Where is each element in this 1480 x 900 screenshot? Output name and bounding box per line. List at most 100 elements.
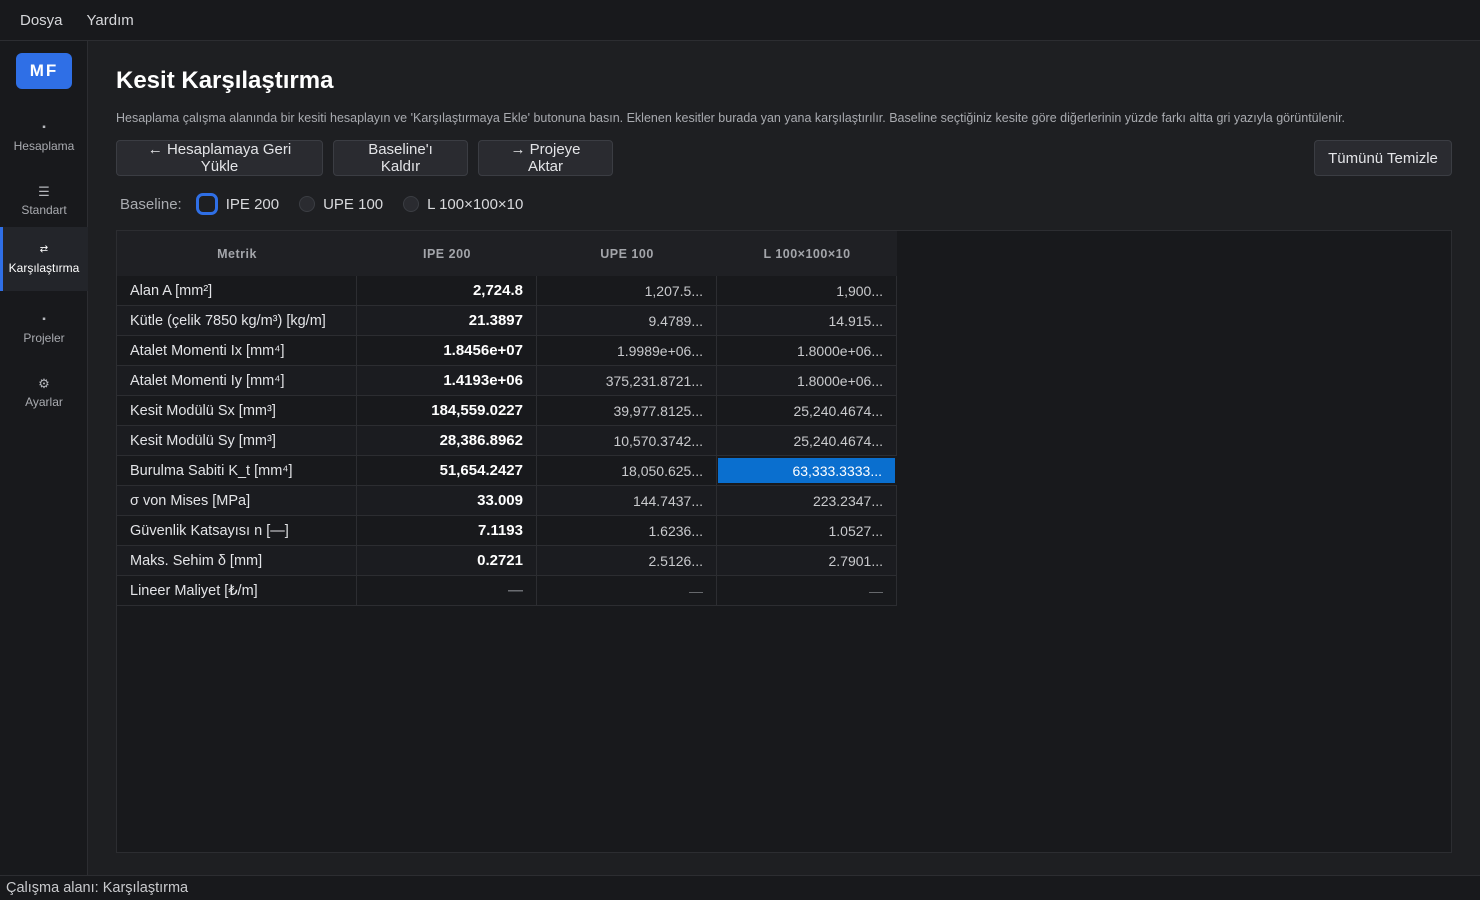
table-row[interactable]: Lineer Maliyet [₺/m] — — — (117, 576, 897, 606)
baseline-label: Baseline: (120, 195, 182, 213)
value-cell[interactable]: 1.8456e+07 (357, 336, 537, 365)
baseline-option-upe100[interactable]: UPE 100 (299, 196, 383, 213)
value-cell[interactable]: 51,654.2427 (357, 456, 537, 485)
value-cell[interactable]: 184,559.0227 (357, 396, 537, 425)
baseline-option-label: IPE 200 (225, 195, 280, 213)
table-body: Alan A [mm²] 2,724.8 1,207.5... 1,900... Küt… (117, 276, 897, 606)
table-row[interactable]: σ von Mises [MPa] 33.009 144.7437... 223.23… (117, 486, 897, 516)
metric-cell[interactable]: Güvenlik Katsayısı n [—] (117, 516, 357, 545)
value-cell[interactable]: 18,050.625... (537, 456, 717, 485)
table-row[interactable]: Atalet Momenti Ix [mm⁴] 1.8456e+07 1.9989e… (117, 336, 897, 366)
metric-cell[interactable]: σ von Mises [MPa] (117, 486, 357, 515)
export-project-button[interactable]: → Projeye Aktar (478, 140, 613, 176)
value-cell[interactable]: 375,231.8721... (537, 366, 717, 395)
value-cell[interactable]: 39,977.8125... (537, 396, 717, 425)
value-cell[interactable]: 1,207.5... (537, 276, 717, 305)
value-cell[interactable]: 25,240.4674... (717, 426, 897, 455)
projects-icon: ▪ (42, 314, 46, 325)
column-header-metric[interactable]: Metrik (217, 246, 257, 261)
column-header-upe100[interactable]: UPE 100 (600, 246, 654, 261)
remove-baseline-button[interactable]: Baseline'ı Kaldır (333, 140, 468, 176)
radio-checked-icon[interactable] (195, 193, 218, 215)
list-icon: ☰ (38, 184, 50, 199)
value-cell[interactable]: 1.8000e+06... (717, 366, 897, 395)
compare-icon: ⇄ (39, 244, 49, 255)
value-cell[interactable]: — (357, 576, 537, 605)
sidebar-item-projeler[interactable]: ▪ Projeler (0, 297, 88, 361)
value-cell[interactable]: 7.1193 (357, 516, 537, 545)
value-cell[interactable]: 1.8000e+06... (717, 336, 897, 365)
value-cell[interactable]: 1.0527... (717, 516, 897, 545)
menu-bar: Dosya Yardım (0, 0, 1480, 41)
value-cell[interactable]: 9.4789... (537, 306, 717, 335)
baseline-option-ipe200[interactable]: IPE 200 (195, 193, 280, 215)
table-header: Metrik IPE 200 UPE 100 L 100×100×10 (117, 231, 897, 276)
comparison-table: Metrik IPE 200 UPE 100 L 100×100×10 Alan… (116, 230, 1452, 853)
sidebar-item-label: Standart (21, 203, 67, 217)
table-row[interactable]: Atalet Momenti Iy [mm⁴] 1.4193e+06 375,231… (117, 366, 897, 396)
sidebar-item-hesaplama[interactable]: ▪ Hesaplama (0, 105, 88, 169)
sidebar-item-ayarlar[interactable]: ⚙ Ayarlar (0, 361, 88, 425)
value-cell[interactable]: 1.9989e+06... (537, 336, 717, 365)
value-cell[interactable]: 33.009 (357, 486, 537, 515)
page-description: Hesaplama çalışma alanında bir kesiti he… (116, 111, 1346, 125)
clear-all-button[interactable]: Tümünü Temizle (1314, 140, 1452, 176)
table-row[interactable]: Maks. Sehim δ [mm] 0.2721 2.5126... 2.7901.… (117, 546, 897, 576)
sidebar-item-karsilastirma[interactable]: ⇄ Karşılaştırma (0, 227, 88, 291)
value-cell[interactable]: — (717, 576, 897, 605)
value-cell[interactable]: 10,570.3742... (537, 426, 717, 455)
baseline-option-label: L 100×100×10 (427, 195, 524, 213)
value-cell[interactable]: 1,900... (717, 276, 897, 305)
value-cell[interactable]: 28,386.8962 (357, 426, 537, 455)
sidebar-item-label: Hesaplama (13, 139, 75, 153)
menu-dosya[interactable]: Dosya (20, 11, 63, 29)
calculator-icon: ▪ (42, 122, 46, 133)
value-cell[interactable]: 144.7437... (537, 486, 717, 515)
metric-cell[interactable]: Atalet Momenti Ix [mm⁴] (117, 336, 357, 365)
radio-icon[interactable] (299, 196, 316, 212)
gear-icon: ⚙ (38, 376, 50, 391)
main-content: Kesit Karşılaştırma Hesaplama çalışma al… (88, 41, 1480, 875)
baseline-selector: Baseline: IPE 200 UPE 100 L 100×100×10 (120, 191, 543, 217)
table-row[interactable]: Alan A [mm²] 2,724.8 1,207.5... 1,900... (117, 276, 897, 306)
value-cell[interactable]: 2.7901... (717, 546, 897, 575)
value-cell[interactable]: 1.6236... (537, 516, 717, 545)
table-row[interactable]: Kesit Modülü Sx [mm³] 184,559.0227 39,977.… (117, 396, 897, 426)
load-back-button[interactable]: ← Hesaplamaya Geri Yükle (116, 140, 323, 176)
value-cell[interactable]: 2.5126... (537, 546, 717, 575)
value-cell[interactable]: 1.4193e+06 (357, 366, 537, 395)
table-row[interactable]: Güvenlik Katsayısı n [—] 7.1193 1.6236... 1… (117, 516, 897, 546)
column-header-ipe200[interactable]: IPE 200 (423, 246, 471, 261)
metric-cell[interactable]: Kesit Modülü Sy [mm³] (117, 426, 357, 455)
metric-cell[interactable]: Alan A [mm²] (117, 276, 357, 305)
sidebar-item-label: Ayarlar (25, 395, 63, 409)
metric-cell[interactable]: Maks. Sehim δ [mm] (117, 546, 357, 575)
sidebar: MF ▪ Hesaplama ☰ Standart ⇄ Karşılaştırm… (0, 41, 88, 875)
value-cell[interactable]: 63,333.3333... (718, 458, 895, 483)
value-cell[interactable]: 2,724.8 (357, 276, 537, 305)
menu-yardim[interactable]: Yardım (86, 11, 134, 29)
metric-cell[interactable]: Burulma Sabiti K_t [mm⁴] (117, 456, 357, 485)
sidebar-item-label: Karşılaştırma (8, 261, 80, 275)
value-cell[interactable]: 223.2347... (717, 486, 897, 515)
value-cell[interactable]: 25,240.4674... (717, 396, 897, 425)
radio-icon[interactable] (403, 196, 420, 212)
value-cell[interactable]: 21.3897 (357, 306, 537, 335)
value-cell[interactable]: 14.915... (717, 306, 897, 335)
table-row[interactable]: Kütle (çelik 7850 kg/m³) [kg/m] 21.3897 9.… (117, 306, 897, 336)
baseline-option-l100[interactable]: L 100×100×10 (403, 196, 523, 213)
status-bar: Çalışma alanı: Karşılaştırma (0, 875, 1480, 900)
table-row[interactable]: Kesit Modülü Sy [mm³] 28,386.8962 10,570.3… (117, 426, 897, 456)
column-header-l100[interactable]: L 100×100×10 (763, 246, 851, 261)
sidebar-item-standart[interactable]: ☰ Standart (0, 169, 88, 233)
baseline-option-label: UPE 100 (323, 195, 384, 213)
metric-cell[interactable]: Atalet Momenti Iy [mm⁴] (117, 366, 357, 395)
metric-cell[interactable]: Kütle (çelik 7850 kg/m³) [kg/m] (117, 306, 357, 335)
table-row[interactable]: Burulma Sabiti K_t [mm⁴] 51,654.2427 18,05… (117, 456, 897, 486)
page-title: Kesit Karşılaştırma (116, 67, 334, 94)
metric-cell[interactable]: Lineer Maliyet [₺/m] (117, 576, 357, 605)
value-cell[interactable]: 0.2721 (357, 546, 537, 575)
value-cell[interactable]: — (537, 576, 717, 605)
app-logo: MF (16, 53, 72, 89)
metric-cell[interactable]: Kesit Modülü Sx [mm³] (117, 396, 357, 425)
